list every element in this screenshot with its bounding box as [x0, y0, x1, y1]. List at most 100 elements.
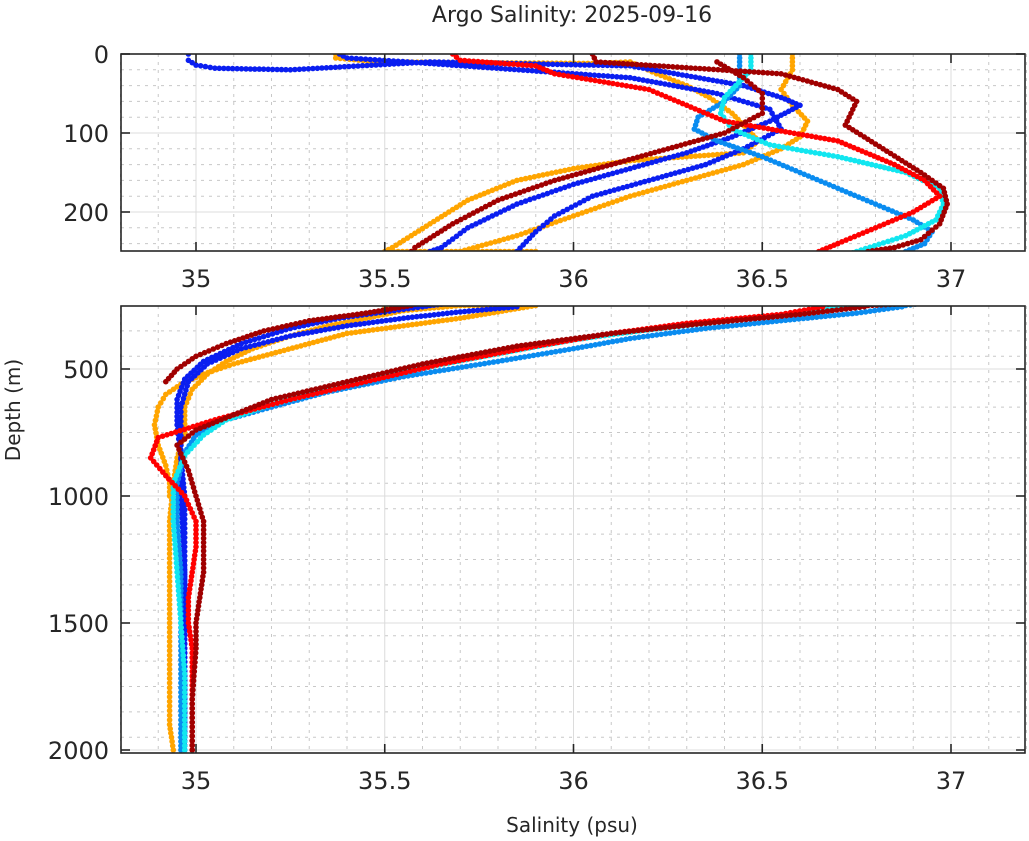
data-point — [230, 344, 236, 351]
data-point — [767, 157, 774, 163]
data-point — [748, 81, 754, 87]
data-point — [622, 74, 629, 81]
data-point — [181, 551, 187, 558]
data-point — [885, 306, 892, 312]
data-point — [465, 314, 472, 320]
data-point — [758, 138, 765, 145]
data-point — [716, 319, 722, 325]
data-point — [637, 180, 644, 186]
data-point — [608, 161, 615, 168]
data-point — [171, 532, 178, 539]
data-point — [428, 359, 435, 366]
data-point — [488, 300, 494, 306]
data-point — [474, 307, 481, 314]
data-point — [348, 330, 355, 336]
series-profile-cyan — [170, 306, 877, 753]
data-point — [891, 244, 898, 251]
data-point — [644, 160, 651, 167]
data-point — [543, 180, 549, 187]
data-point — [529, 67, 535, 74]
data-point — [605, 339, 612, 346]
data-point — [547, 179, 554, 185]
data-point — [190, 565, 196, 571]
data-point — [252, 330, 259, 337]
data-point — [601, 173, 607, 179]
data-point — [287, 67, 294, 73]
data-point — [489, 65, 495, 71]
data-point — [457, 315, 464, 322]
data-point — [822, 180, 828, 186]
data-point — [568, 204, 575, 210]
data-point — [191, 514, 197, 520]
data-point — [166, 564, 173, 571]
data-point — [302, 341, 308, 348]
data-point — [661, 63, 667, 69]
data-point — [319, 337, 325, 344]
data-point — [711, 158, 717, 164]
data-point — [244, 333, 250, 340]
data-point — [730, 125, 736, 132]
data-point — [308, 387, 315, 393]
data-point — [190, 677, 197, 684]
data-point — [526, 353, 532, 360]
data-point — [366, 320, 372, 326]
data-point — [525, 186, 532, 193]
data-point — [813, 80, 819, 87]
data-point — [792, 312, 799, 318]
data-point — [354, 381, 360, 387]
data-point — [692, 175, 699, 181]
data-point — [878, 246, 884, 251]
data-point — [180, 657, 187, 663]
data-point — [849, 310, 855, 317]
data-point — [411, 367, 418, 374]
data-point — [909, 300, 915, 306]
data-point — [707, 160, 713, 166]
data-point — [787, 129, 793, 136]
data-point — [415, 362, 421, 368]
data-point — [405, 322, 411, 329]
data-point — [725, 323, 731, 329]
data-point — [214, 418, 220, 425]
data-point — [680, 328, 687, 335]
data-point — [660, 147, 667, 153]
data-point — [166, 703, 173, 709]
data-point — [443, 300, 449, 306]
data-point — [557, 186, 564, 192]
panel-lower: 35 35.5 36 36.5 37 500 1000 1500 2000 — [48, 300, 1027, 795]
data-point — [582, 169, 588, 175]
data-point — [675, 152, 681, 158]
data-point — [698, 321, 704, 327]
data-point — [810, 306, 817, 312]
data-point — [474, 243, 481, 250]
data-point — [350, 63, 357, 69]
data-point — [256, 341, 262, 347]
data-point — [457, 57, 464, 64]
data-point — [243, 66, 249, 72]
data-point — [874, 247, 880, 251]
data-point — [396, 323, 403, 330]
data-point — [611, 60, 617, 66]
data-point — [200, 539, 207, 546]
data-point — [409, 321, 416, 328]
data-point — [208, 359, 215, 365]
data-point — [319, 316, 326, 322]
series-profile-darkred — [589, 54, 950, 251]
data-point — [575, 165, 581, 171]
data-point — [782, 317, 789, 324]
data-point — [289, 345, 296, 351]
data-point — [601, 202, 607, 209]
data-point — [658, 92, 665, 98]
data-point — [796, 316, 802, 322]
data-point — [193, 427, 199, 433]
data-point — [193, 539, 199, 546]
data-point — [392, 324, 398, 330]
data-point — [631, 335, 638, 341]
data-point — [506, 61, 512, 67]
data-point — [170, 490, 177, 496]
data-point — [574, 74, 580, 81]
data-point — [855, 194, 862, 200]
data-point — [166, 578, 173, 585]
data-point — [640, 77, 646, 83]
data-point — [172, 541, 178, 548]
data-point — [618, 168, 625, 174]
